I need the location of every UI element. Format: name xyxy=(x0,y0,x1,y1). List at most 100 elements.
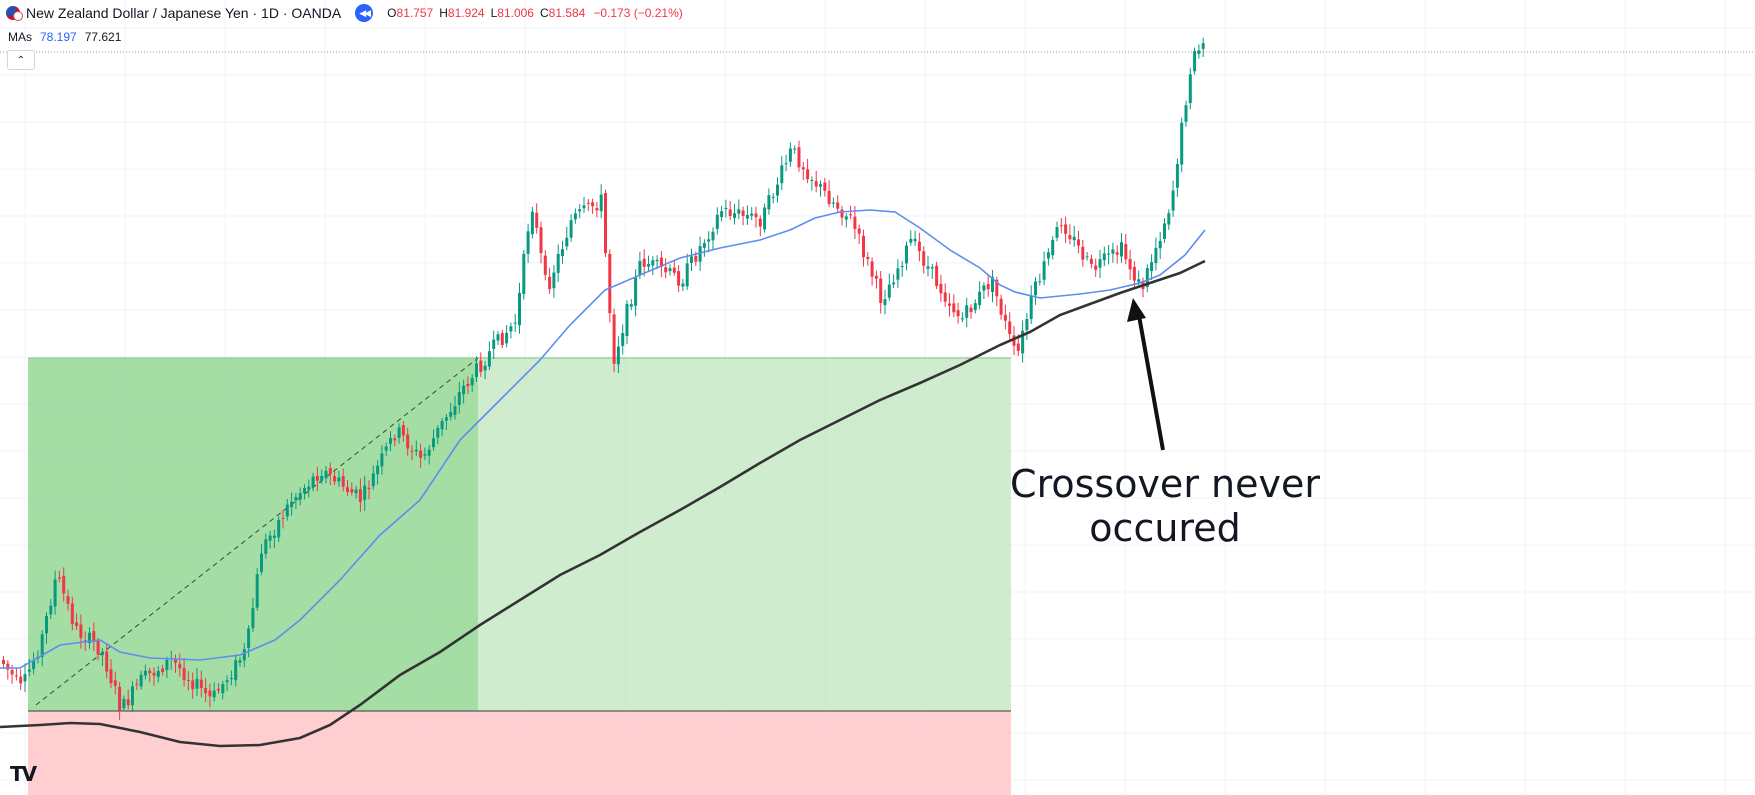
candle-body xyxy=(548,276,552,290)
candle-body xyxy=(1193,50,1197,72)
candle-body xyxy=(156,671,160,677)
candle-body xyxy=(350,489,354,493)
price-change: −0.173 (−0.21%) xyxy=(593,6,683,20)
candle-body xyxy=(561,249,564,256)
candle-body xyxy=(500,333,504,346)
candle-body xyxy=(1003,314,1007,321)
candle-body xyxy=(582,205,586,209)
candle-body xyxy=(105,651,109,672)
candle-body xyxy=(410,450,414,452)
candle-body xyxy=(844,216,848,220)
candle-body xyxy=(1042,261,1046,280)
candle-body xyxy=(1120,242,1123,257)
candle-body xyxy=(178,663,182,669)
candle-body xyxy=(926,266,930,269)
candle-body xyxy=(1150,262,1154,272)
candle-body xyxy=(487,351,491,367)
candle-body xyxy=(677,271,681,286)
candle-body xyxy=(122,698,126,709)
nzd-jpy-flag-icon xyxy=(6,6,23,21)
candle-body xyxy=(1098,259,1102,268)
candle-body xyxy=(819,184,822,187)
candle-body xyxy=(161,668,165,673)
candle-body xyxy=(466,383,470,387)
candle-body xyxy=(1025,319,1029,331)
tradingview-logo[interactable]: TV xyxy=(10,762,37,786)
candle-body xyxy=(204,688,208,694)
loss-zone xyxy=(28,711,1011,795)
candle-body xyxy=(1029,295,1033,320)
position-zones xyxy=(28,357,1011,795)
candle-body xyxy=(887,284,891,298)
candle-body xyxy=(857,228,861,234)
candle-body xyxy=(341,476,345,487)
candle-body xyxy=(711,231,715,241)
candle-body xyxy=(1055,227,1059,238)
candle-body xyxy=(66,596,70,604)
candle-body xyxy=(1064,224,1068,234)
candle-body xyxy=(384,446,388,451)
symbol-title[interactable]: New Zealand Dollar / Japanese Yen · 1D ·… xyxy=(26,5,342,21)
candle-body xyxy=(1115,252,1119,255)
candle-body xyxy=(62,575,66,594)
candle-body xyxy=(917,241,921,252)
candle-body xyxy=(92,631,96,643)
candle-body xyxy=(952,303,956,313)
candle-body xyxy=(363,485,367,500)
candle-body xyxy=(647,264,650,267)
candle-body xyxy=(685,263,689,287)
candle-body xyxy=(707,239,711,242)
indicator-legend[interactable]: MAs 78.197 77.621 xyxy=(8,27,121,47)
candle-body xyxy=(776,184,779,196)
candle-body xyxy=(496,334,500,341)
candle-body xyxy=(186,680,190,682)
candle-body xyxy=(242,649,246,661)
candle-body xyxy=(479,360,483,372)
candle-body xyxy=(991,276,994,293)
candle-body xyxy=(53,579,57,607)
candle-body xyxy=(57,577,61,579)
double-chevron-left-icon[interactable]: ◀◀ xyxy=(355,4,374,22)
candle-body xyxy=(853,216,857,229)
candle-body xyxy=(1137,279,1141,283)
candle-body xyxy=(255,574,259,608)
candle-body xyxy=(1034,281,1037,296)
collapse-legend-button[interactable]: ⌃ xyxy=(7,50,35,70)
candle-body xyxy=(40,634,44,658)
candle-body xyxy=(814,181,818,187)
candle-body xyxy=(948,303,951,306)
candle-body xyxy=(143,670,147,676)
candle-body xyxy=(763,207,767,230)
candle-body xyxy=(690,256,693,263)
candle-body xyxy=(556,253,560,273)
candle-body xyxy=(565,237,569,247)
candle-body xyxy=(939,283,943,294)
candle-body xyxy=(965,305,969,318)
candle-body xyxy=(909,238,913,243)
candle-body xyxy=(1008,321,1012,335)
candle-body xyxy=(1059,225,1063,227)
candle-body xyxy=(1180,122,1184,165)
candle-body xyxy=(935,265,939,286)
candle-body xyxy=(1107,253,1111,255)
candle-body xyxy=(174,658,177,663)
candle-body xyxy=(79,624,83,638)
candle-body xyxy=(14,675,18,677)
candle-body xyxy=(823,182,827,191)
candle-body xyxy=(612,314,616,364)
candle-body xyxy=(49,605,53,615)
candle-body xyxy=(522,253,526,295)
candle-body xyxy=(152,672,156,676)
candle-body xyxy=(358,489,362,502)
candle-body xyxy=(599,194,603,212)
candle-body xyxy=(96,640,100,655)
candle-body xyxy=(1154,247,1158,264)
candle-body xyxy=(294,496,298,501)
candle-body xyxy=(109,669,113,684)
candle-body xyxy=(750,213,754,216)
candle-body xyxy=(681,283,685,287)
candle-body xyxy=(1163,223,1166,239)
candle-body xyxy=(100,651,104,656)
candle-body xyxy=(1046,252,1050,259)
